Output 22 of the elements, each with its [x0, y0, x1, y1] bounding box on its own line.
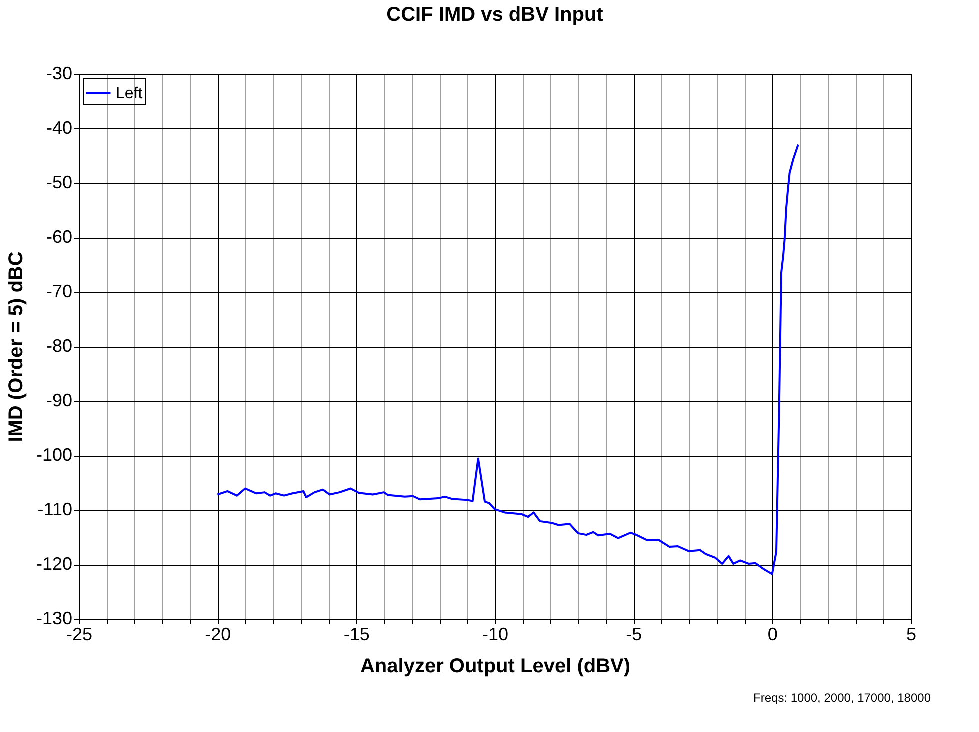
y-tick-label: -120: [36, 554, 72, 574]
x-tick-label: -20: [205, 624, 232, 644]
text: Freqs: 1000, 2000, 17000, 18000: [754, 691, 932, 705]
x-tick-label: 0: [768, 624, 778, 644]
y-tick-label: -40: [46, 118, 72, 138]
y-tick-label: -30: [46, 64, 72, 84]
x-axis-title: Analyzer Output Level (dBV): [360, 656, 631, 678]
line-series: [216, 144, 800, 576]
y-tick-label: -80: [46, 336, 72, 356]
x-tick-label: -15: [344, 624, 370, 644]
y-tick-label: -100: [36, 445, 72, 465]
y-tick-label: -70: [46, 282, 72, 302]
legend-label: Left: [116, 86, 144, 102]
x-tick-label: -5: [626, 624, 642, 644]
y-axis-title: IMD (Order = 5) dBC: [5, 252, 28, 442]
x-tick-label: -10: [482, 624, 509, 644]
x-tick-label: 5: [906, 624, 917, 644]
y-tick-label: -90: [46, 390, 72, 410]
y-tick-label: -110: [38, 500, 72, 520]
y-tick-label: -60: [46, 227, 72, 247]
chart-title: CCIF IMD vs dBV Input: [386, 4, 604, 26]
y-tick-label: -50: [46, 172, 72, 192]
